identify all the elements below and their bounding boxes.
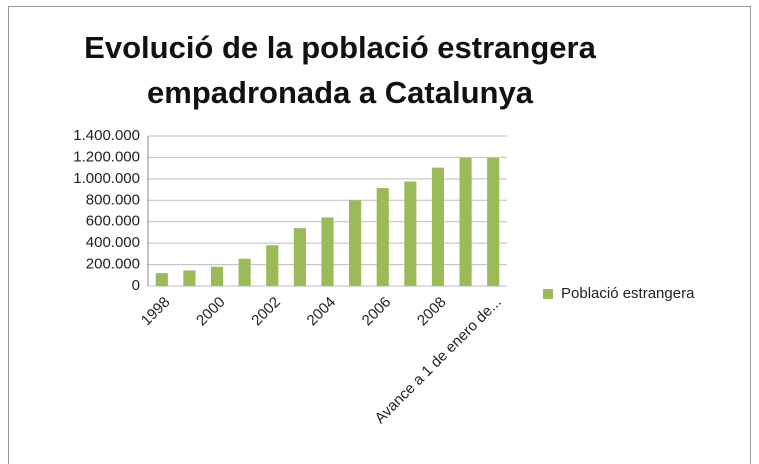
chart-title: empadronada a Catalunya bbox=[147, 75, 534, 110]
y-tick-label: 0 bbox=[132, 277, 140, 294]
bar bbox=[293, 228, 306, 286]
bar bbox=[155, 273, 168, 286]
bar bbox=[238, 258, 251, 286]
y-tick-label: 1.200.000 bbox=[73, 148, 140, 165]
bar bbox=[349, 200, 362, 286]
bar bbox=[404, 181, 417, 286]
bar bbox=[459, 157, 472, 286]
y-tick-label: 200.000 bbox=[86, 256, 140, 273]
bar bbox=[431, 167, 445, 286]
legend-label: Població estrangera bbox=[561, 285, 695, 302]
y-tick-label: 1.400.000 bbox=[73, 127, 140, 144]
bar bbox=[321, 217, 334, 286]
bar bbox=[183, 270, 196, 286]
bar bbox=[210, 266, 224, 286]
y-tick-label: 600.000 bbox=[86, 213, 140, 230]
y-tick-label: 400.000 bbox=[86, 234, 140, 251]
legend-swatch bbox=[543, 289, 553, 299]
bar bbox=[266, 245, 279, 286]
chart-title: Evolució de la població estrangera bbox=[84, 30, 596, 65]
bar bbox=[487, 157, 500, 286]
y-tick-label: 1.000.000 bbox=[73, 170, 140, 187]
bar bbox=[376, 187, 389, 286]
y-tick-label: 800.000 bbox=[86, 191, 140, 208]
